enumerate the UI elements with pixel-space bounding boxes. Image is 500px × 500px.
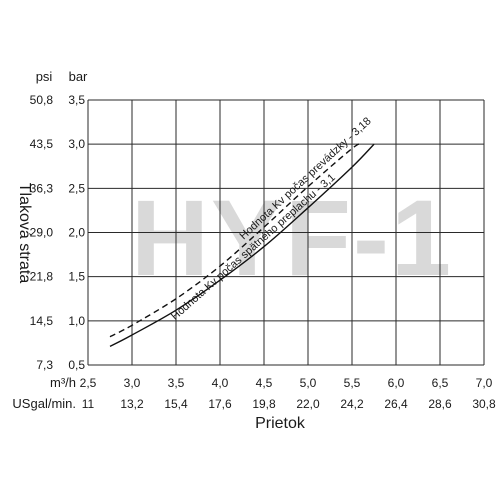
x-axis-title: Prietok [255,415,306,432]
x-tick-label-m3h: 5,5 [344,376,361,390]
x-tick-label-m3h: 4,5 [256,376,273,390]
y-tick-label-psi: 7,3 [36,358,53,372]
x-tick-label-usgal: 28,6 [428,397,452,411]
y-unit-bar: bar [69,69,88,84]
y-tick-label-bar: 1,5 [68,270,85,284]
grid [87,99,485,366]
curves [109,143,375,348]
y-tick-label-bar: 1,0 [68,314,85,328]
y-tick-label-bar: 3,5 [68,93,85,107]
x-axis-ticks: 2,5 11 3,0 13,2 3,5 15,4 4,0 17,6 4,5 19,8 5,0 22,0… [80,376,496,411]
x-tick-label-usgal: 11 [82,397,95,411]
x-tick-label-usgal: 22,0 [296,397,320,411]
x-tick-label-usgal: 13,2 [120,397,144,411]
x-tick-label-usgal: 30,8 [472,397,496,411]
y-tick-label-psi: 21,8 [30,270,54,284]
x-tick-label-m3h: 3,0 [124,376,141,390]
y-axis-title: Tlaková strata [16,183,33,284]
y-tick-label-bar: 0,5 [68,358,85,372]
y-tick-label-bar: 2,5 [68,181,85,195]
y-tick-label-psi: 29,0 [30,226,54,240]
series-line-operation [109,143,375,348]
y-axis-ticks: 3,5 50,8 3,0 43,5 2,5 36,3 2,0 29,0 1,5 21,8 1,0 14… [30,93,86,372]
x-tick-label-m3h: 5,0 [300,376,317,390]
x-tick-label-m3h: 6,5 [432,376,449,390]
x-unit-m3h: m³/h [50,375,76,390]
x-tick-label-m3h: 3,5 [168,376,185,390]
x-unit-usgal: USgal/min. [12,396,76,411]
x-tick-label-m3h: 4,0 [212,376,229,390]
y-tick-label-psi: 36,3 [30,181,54,195]
y-tick-label-psi: 50,8 [30,93,54,107]
series-line-backwash [109,143,362,338]
y-tick-label-psi: 14,5 [30,314,54,328]
x-tick-label-m3h: 6,0 [388,376,405,390]
y-tick-label-bar: 3,0 [68,137,85,151]
y-tick-label-bar: 2,0 [68,226,85,240]
x-tick-label-m3h: 7,0 [476,376,493,390]
x-tick-label-usgal: 17,6 [208,397,232,411]
x-tick-label-usgal: 24,2 [340,397,364,411]
y-tick-label-psi: 43,5 [30,137,54,151]
watermark: HYF-1 [131,177,453,298]
x-tick-label-usgal: 19,8 [252,397,276,411]
y-unit-psi: psi [36,69,53,84]
x-tick-label-usgal: 15,4 [164,397,188,411]
x-tick-label-m3h: 2,5 [80,376,97,390]
x-tick-label-usgal: 26,4 [384,397,408,411]
